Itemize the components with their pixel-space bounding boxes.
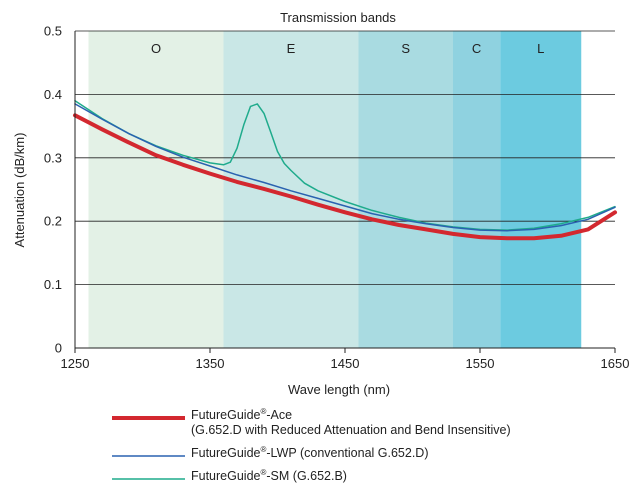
- band-region-o: [88, 31, 224, 348]
- legend-sublabel-ace: (G.652.D with Reduced Attenuation and Be…: [191, 423, 511, 437]
- y-tick-label-5: 0.5: [44, 24, 62, 39]
- legend-item-sm: FutureGuide®-SM (G.652.B): [112, 467, 637, 484]
- y-tick-label-2: 0.2: [44, 214, 62, 229]
- axes: [74, 31, 616, 353]
- series-line-0: [73, 113, 617, 241]
- band-region-c: [453, 31, 501, 348]
- tick-labels: 1250 1350 1450 1550 1650 0 0.1 0.2 0.3 0.4 0.5: [44, 24, 630, 372]
- legend-swatch-ace: [112, 416, 185, 420]
- y-tick-label-3: 0.3: [44, 150, 62, 165]
- legend-swatch-sm: [112, 478, 185, 480]
- legend-item-ace: FutureGuide®-Ace (G.652.D with Reduced A…: [112, 406, 637, 438]
- legend-label-ace: FutureGuide®-Ace: [191, 406, 293, 422]
- x-tick-label-0: 1250: [61, 356, 90, 371]
- y-tick-label-1: 0.1: [44, 277, 62, 292]
- legend-label-sm: FutureGuide®-SM (G.652.B): [191, 467, 347, 483]
- series-line-1: [74, 103, 616, 232]
- x-tick-label-2: 1450: [331, 356, 360, 371]
- x-axis-title: Wave length (nm): [288, 382, 390, 397]
- band-region-e: [223, 31, 359, 348]
- legend-swatch-lwp: [112, 455, 185, 457]
- transmission-bands-title: Transmission bands: [280, 10, 396, 25]
- band-region-s: [358, 31, 453, 348]
- band-label-o: O: [151, 41, 161, 56]
- x-tick-label-3: 1550: [466, 356, 495, 371]
- x-tick-label-4: 1650: [601, 356, 630, 371]
- legend: FutureGuide®-Ace (G.652.D with Reduced A…: [112, 406, 637, 492]
- y-axis-title: Attenuation (dB/km): [12, 133, 27, 248]
- legend-label-lwp: FutureGuide®-LWP (conventional G.652.D): [191, 444, 429, 460]
- band-label-l: L: [537, 41, 544, 56]
- y-tick-label-4: 0.4: [44, 87, 62, 102]
- band-region-l: [500, 31, 582, 348]
- x-tick-label-1: 1350: [196, 356, 225, 371]
- attenuation-chart: Transmission bands O E S C L 1250 1350 1450 155…: [12, 10, 630, 397]
- band-label-c: C: [472, 41, 481, 56]
- y-tick-label-0: 0: [55, 341, 62, 356]
- band-label-s: S: [401, 41, 410, 56]
- series-lines: [73, 99, 617, 241]
- band-label-e: E: [287, 41, 296, 56]
- legend-item-lwp: FutureGuide®-LWP (conventional G.652.D): [112, 444, 637, 461]
